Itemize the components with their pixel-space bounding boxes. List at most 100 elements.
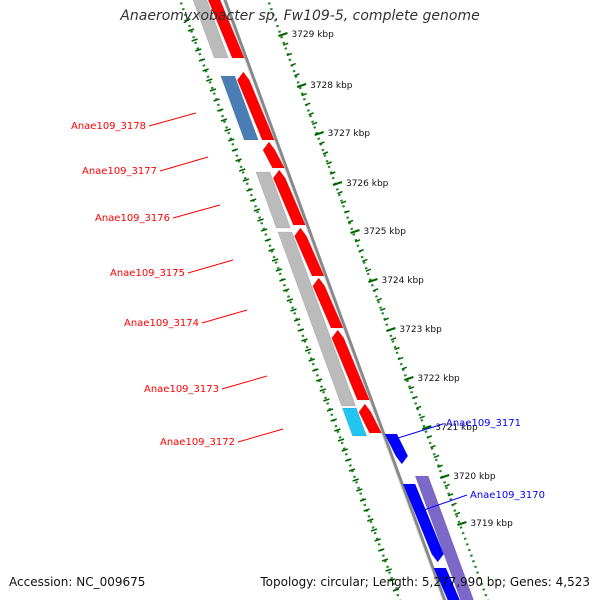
outer-ring-tick [209,88,217,92]
minor-tick [419,415,425,419]
major-tick-4 [332,181,343,186]
major-tick-6 [368,278,378,283]
outer-ring-tick [235,158,242,162]
tick-label-9: 3721 kbp [435,423,478,433]
minor-tick [301,92,307,97]
gene-label-3: Anae109_3176 [95,213,170,224]
outer-ring-tick [242,178,250,182]
summary-text: Topology: circular; Length: 5,277,990 bp… [260,575,590,589]
tick-label-1: 3729 kbp [291,30,334,40]
minor-tick [447,493,454,497]
leader-line-8 [397,423,444,439]
major-tick-1 [278,32,288,37]
leader-line-9 [420,494,468,512]
outer-ring-tick [290,308,297,312]
reverse-cds-2 [402,483,445,563]
minor-tick [322,151,329,155]
outer-ring-tick [195,48,202,52]
outer-ring-tick [279,278,286,282]
leader-line-5 [201,309,248,324]
outer-ring-tick [213,98,220,102]
cyan-feature [341,407,368,437]
tick-label-7: 3723 kbp [399,325,442,335]
grey-feature-3 [277,231,357,407]
outer-ring-tick [293,318,301,322]
leader-line-6 [221,375,268,390]
leader-line-7 [237,428,284,443]
tick-label-4: 3726 kbp [346,179,389,189]
outer-ring-tick [312,368,319,372]
minor-tick [294,73,300,77]
outer-ring-tick [282,288,290,292]
outer-ring-tick [271,258,279,262]
forward-cds-3 [262,141,285,169]
outer-ring-tick [198,58,206,62]
outer-ring-tick [297,328,305,332]
ring-layer [178,0,489,600]
gene-label-1: Anae109_3178 [71,121,146,132]
outer-ring-tick [187,28,195,32]
outer-ring-tick [246,188,253,192]
minor-tick [365,268,372,272]
forward-cds-1 [207,0,245,59]
gene-label-layer: Anae109_3178 Anae109_3177 Anae109_3176 Anae… [71,112,545,512]
major-tick-3 [314,131,324,136]
outer-ring-tick [323,398,330,402]
gene-label-4: Anae109_3175 [110,268,185,279]
minor-tick [354,239,361,243]
leader-line-2 [159,156,209,172]
minor-tick [454,511,461,516]
minor-tick [290,62,296,67]
outer-ring-tick [224,128,231,132]
reverse-cds-3 [433,567,461,600]
minor-tick [311,121,318,126]
tick-label-8: 3722 kbp [417,374,460,384]
outer-ring-tick [370,528,378,532]
outer-ring-tick [220,118,228,122]
gene-label-8: Anae109_3171 [446,418,521,429]
minor-tick [372,288,379,292]
outer-ring-tick [275,268,283,272]
tick-label-5: 3725 kbp [364,227,407,237]
forward-cds-6 [312,277,344,329]
minor-tick [347,219,354,224]
minor-tick [358,248,364,253]
minor-tick [319,141,325,145]
outer-ring-tick [378,548,385,552]
outer-ring-tick [367,518,374,522]
minor-tick [444,483,450,488]
outer-ring-tick [184,18,191,22]
outer-ring-tick [231,148,239,152]
minor-tick [394,346,400,351]
forward-cds-2 [237,71,275,141]
outer-ring-tick [337,438,345,442]
minor-tick [451,502,457,506]
gene-label-7: Anae109_3172 [160,437,235,448]
minor-tick [383,317,390,321]
outer-ring-tick [206,78,213,82]
outer-ring-tick [389,578,396,582]
outer-ring-tick [304,348,312,352]
minor-tick [344,210,350,214]
leader-line-1 [148,112,197,127]
outer-ring-tick [253,208,261,212]
outer-ring-tick [356,488,363,492]
grey-feature-1 [192,0,229,59]
minor-tick [408,386,415,390]
minor-tick [390,337,397,341]
minor-tick [437,464,443,468]
tick-label-3: 3727 kbp [328,129,371,139]
minor-tick [426,435,433,439]
accession-text: Accession: NC_009675 [9,575,146,589]
outer-ring-tick [260,228,268,232]
outer-ring-tick [264,238,272,242]
gene-label-9: Anae109_3170 [470,490,545,501]
outer-ring-tick [301,338,308,342]
forward-cds-8 [358,403,382,434]
outer-ring-tick [228,138,235,142]
outer-ring-tick [217,108,224,112]
major-tick-9 [421,425,432,430]
scale-tick-layer: 3729 kbp 3728 kbp 3727 kbp 3726 kbp 3725 kbp… [184,18,513,592]
outer-ring-tick [268,248,275,252]
major-tick-2 [296,83,307,88]
